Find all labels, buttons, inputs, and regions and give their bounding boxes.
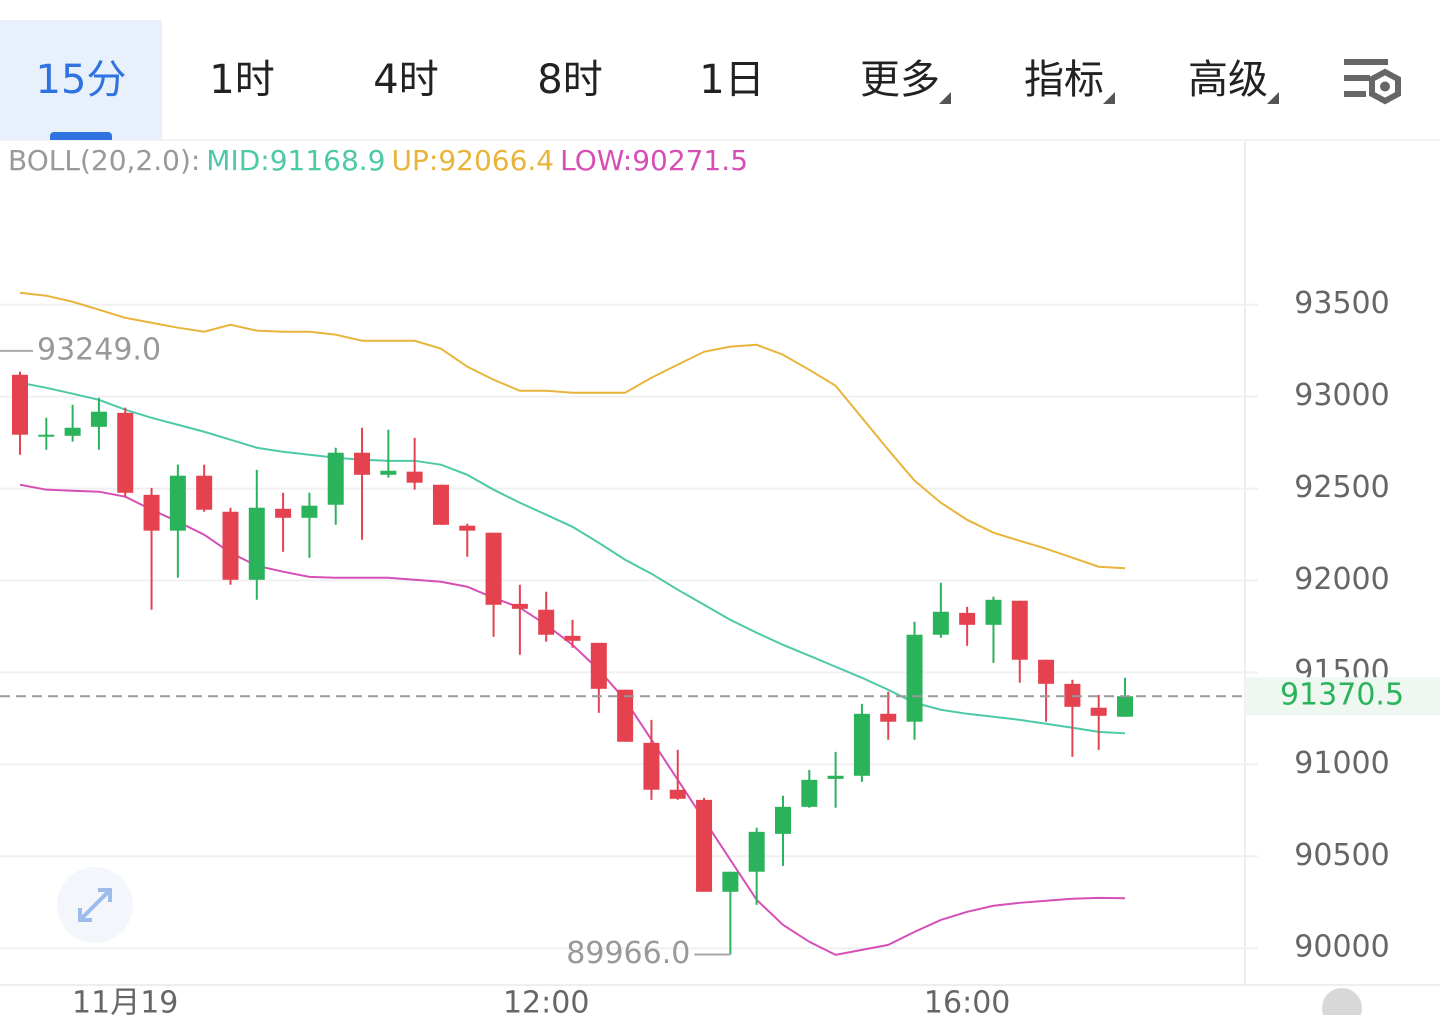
y-tick-label: 90000 (1294, 930, 1389, 965)
tab-label: 8时 (537, 57, 603, 103)
tab-label: 1日 (699, 57, 765, 103)
tab-label: 高级 (1188, 57, 1268, 103)
tab-label: 更多 (860, 57, 940, 103)
boll-line (19, 291, 1126, 570)
y-tick-label: 92500 (1294, 470, 1389, 505)
candle-body (511, 603, 528, 609)
candle-body (617, 689, 634, 742)
current-price-label: 91370.5 (1280, 678, 1404, 713)
tab-label: 1时 (209, 57, 275, 103)
candle-body (38, 434, 55, 437)
candle-body (1011, 600, 1028, 660)
settings-icon[interactable] (1340, 56, 1410, 116)
expand-button[interactable] (57, 867, 133, 943)
y-tick-label: 91000 (1294, 746, 1389, 781)
candle-body (196, 475, 213, 510)
candle-body (853, 713, 870, 776)
candle-body (538, 609, 555, 635)
y-tick-label: 93500 (1294, 286, 1389, 321)
tab[interactable]: 1时 (161, 20, 323, 140)
candle-body (90, 411, 107, 427)
tab[interactable]: 15分 (0, 20, 162, 140)
boll-line (19, 381, 1126, 735)
candle-body (1090, 707, 1107, 716)
tab-label: 15分 (35, 57, 127, 103)
indicator-legend: BOLL(20,2.0): MID:91168.9 UP:92066.4 LOW:90… (8, 140, 754, 182)
x-tick-label: 12:00 (503, 986, 589, 1015)
candle-body (906, 634, 923, 722)
candle-body (774, 806, 791, 834)
candle-body (669, 789, 686, 799)
candle-body (222, 511, 239, 580)
candle-body (564, 635, 581, 641)
k-button[interactable] (1322, 988, 1362, 1015)
candle-body (590, 642, 607, 689)
indicator-mid: MID:91168.9 (206, 144, 386, 177)
tab[interactable]: 高级 (1147, 20, 1309, 140)
candle-body (985, 599, 1002, 625)
candle-body (801, 779, 818, 807)
tab[interactable]: 指标 (983, 20, 1145, 140)
active-indicator (50, 132, 112, 140)
candle-body (301, 505, 318, 518)
candle-body (459, 525, 476, 531)
candle-body (12, 374, 28, 435)
tab[interactable]: 4时 (325, 20, 487, 140)
indicator-name: BOLL(20,2.0): (8, 144, 201, 177)
x-tick-label: 11月19 (72, 986, 178, 1015)
candle-body (696, 799, 713, 892)
tab[interactable]: 1日 (651, 20, 813, 140)
tab-label: 4时 (373, 57, 439, 103)
indicator-low: LOW:90271.5 (560, 144, 749, 177)
candle-body (432, 484, 449, 525)
candle-body (248, 507, 265, 580)
candle-body (880, 713, 897, 722)
y-tick-label: 90500 (1294, 838, 1389, 873)
candle-body (748, 831, 765, 872)
annotation-label: 89966.0 (566, 936, 690, 971)
candle-body (1117, 696, 1134, 717)
boll-line (19, 483, 1126, 956)
tab[interactable]: 更多 (819, 20, 981, 140)
candle-body (327, 452, 344, 505)
y-tick-label: 92000 (1294, 562, 1389, 597)
y-tick-label: 93000 (1294, 378, 1389, 413)
candle-body (722, 871, 739, 892)
indicator-up: UP:92066.4 (391, 144, 555, 177)
candle-body (1038, 659, 1055, 684)
candle-body (354, 452, 371, 475)
x-tick-label: 16:00 (924, 986, 1010, 1015)
candle-body (143, 494, 160, 531)
tab[interactable]: 8时 (489, 20, 651, 140)
candle-body (275, 508, 292, 518)
candle-body (169, 475, 186, 531)
candle-body (643, 742, 660, 790)
candle-body (959, 612, 976, 625)
candle-body (380, 470, 397, 475)
candle-body (827, 775, 844, 779)
tab-label: 指标 (1024, 57, 1104, 103)
annotation-label: 93249.0 (37, 332, 161, 367)
candle-body (64, 427, 81, 436)
timeframe-tabs: 15分 1时 4时 8时 1日 更多 指标 高级 (0, 0, 1440, 140)
current-price-tag (1245, 677, 1440, 716)
candle-body (485, 532, 502, 605)
candle-body (932, 611, 949, 635)
candle-body (406, 471, 423, 483)
candle-body (117, 412, 134, 493)
